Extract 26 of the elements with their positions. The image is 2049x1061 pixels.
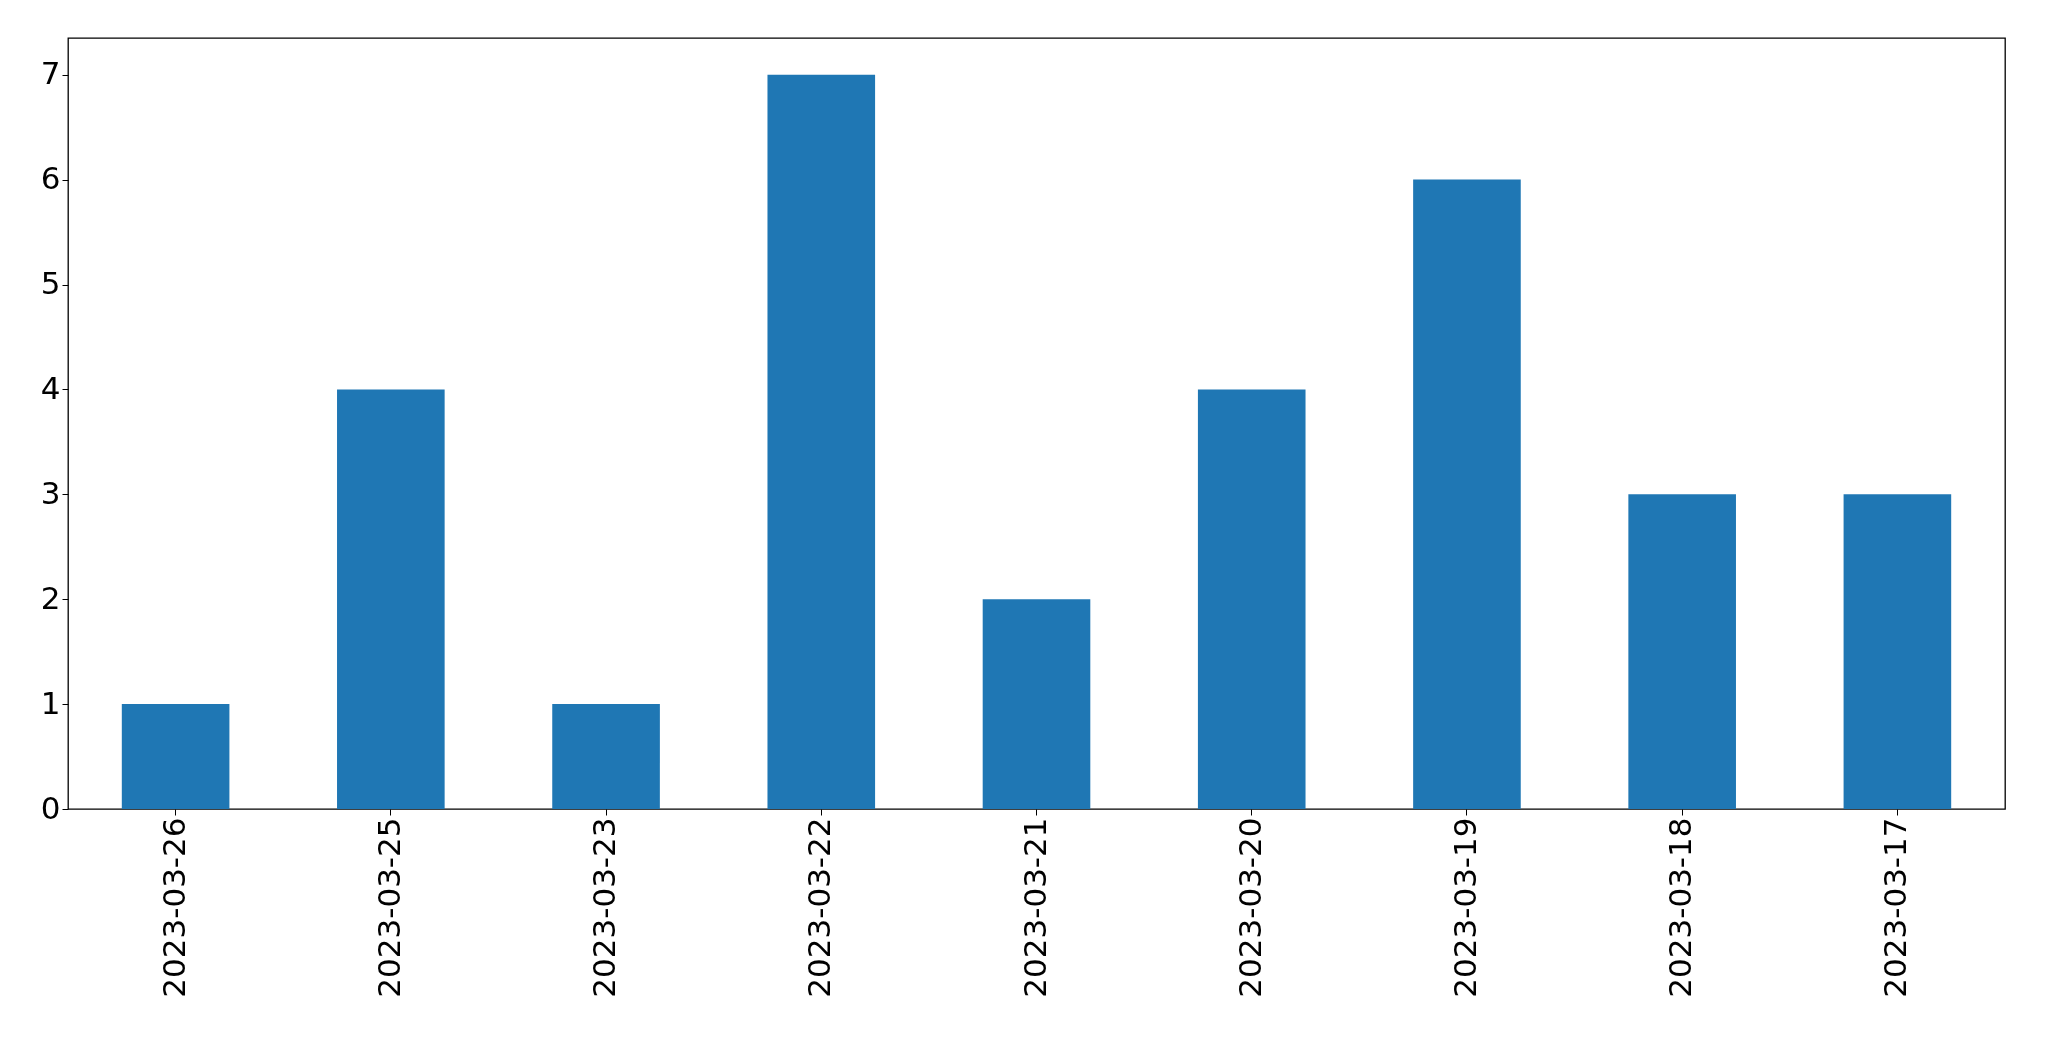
x-tick-label: 2023-03-20 [1231,817,1268,998]
y-tick-label: 7 [40,55,61,92]
x-tick-label: 2023-03-22 [801,817,838,998]
x-tick-label: 2023-03-25 [370,817,407,998]
y-tick-label: 5 [40,265,61,302]
bar [552,704,660,809]
y-tick-label: 6 [40,160,61,197]
x-tick-label: 2023-03-26 [155,817,192,998]
x-tick-label: 2023-03-19 [1446,817,1483,998]
y-tick-label: 0 [40,789,61,826]
x-tick-label: 2023-03-18 [1662,817,1699,998]
y-tick-label: 3 [40,474,61,511]
bar [1628,494,1736,809]
bar [121,704,230,809]
x-tick-label: 2023-03-21 [1016,817,1053,998]
bar [767,74,876,809]
y-tick-label: 1 [40,684,61,721]
bar [337,389,445,809]
bar [1197,389,1306,809]
y-tick-label: 4 [40,369,61,406]
bar [1413,179,1521,809]
x-tick-label: 2023-03-23 [586,817,623,998]
y-tick-label: 2 [40,579,61,616]
x-tick-label: 2023-03-17 [1877,817,1914,998]
bar [982,599,1091,809]
bar [1843,494,1952,809]
